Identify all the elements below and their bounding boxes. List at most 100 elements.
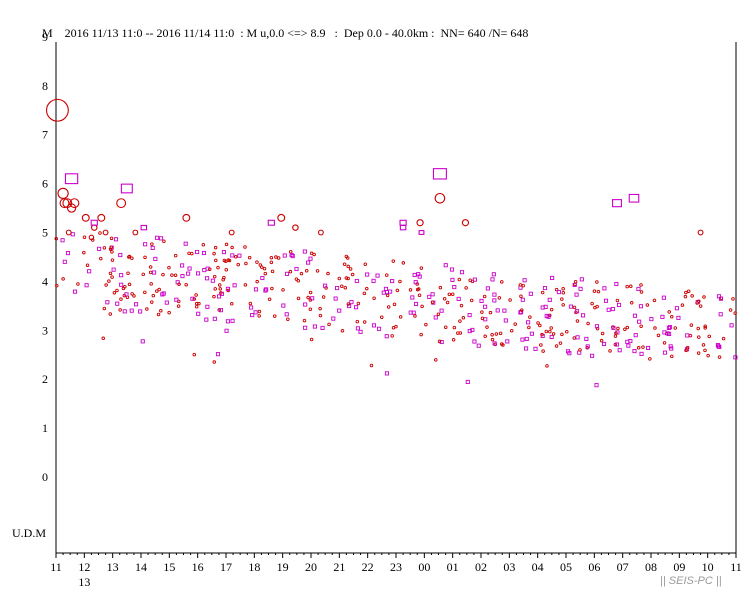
event-point-small [639, 324, 643, 328]
event-point-small [595, 304, 599, 309]
x-tick-label: 01 [447, 560, 459, 574]
event-point-small [331, 316, 336, 321]
event-point-small [706, 353, 710, 358]
event-point-small [384, 290, 389, 295]
event-point-small [628, 338, 633, 344]
event-point-small [173, 273, 178, 277]
event-point-small [579, 277, 584, 282]
event-point-small [703, 326, 707, 330]
event-point-small [667, 325, 673, 330]
event-point-small [60, 238, 65, 243]
event-point-small [456, 331, 460, 335]
event-point-small [556, 289, 561, 295]
event-point-small [386, 305, 391, 309]
event-point-small [358, 329, 363, 334]
event-point-small [194, 293, 198, 297]
event-point-small [602, 286, 607, 291]
event-point-small [614, 281, 619, 287]
event-point-small [574, 309, 580, 314]
y-tick-label: 8 [42, 79, 48, 93]
event-point-small [110, 275, 114, 279]
scatter-points-small [54, 231, 738, 388]
event-point-small [376, 326, 382, 331]
event-point-small [408, 288, 413, 292]
event-point-small [340, 328, 345, 333]
event-point-small [234, 255, 238, 259]
event-point-small [98, 231, 102, 235]
event-point-small [249, 305, 254, 310]
event-point-small [130, 256, 134, 260]
event-point-small [485, 286, 490, 291]
event-point-small [594, 324, 600, 329]
event-point-small [143, 255, 147, 260]
event-point-small [469, 298, 474, 303]
event-point-small [333, 296, 338, 301]
event-point-small [662, 350, 668, 355]
event-point-small [581, 313, 586, 318]
event-point-small [685, 333, 690, 338]
event-point-small [159, 236, 164, 241]
event-point-small [505, 339, 510, 344]
event-point-small [721, 336, 726, 341]
event-point-small [167, 310, 171, 315]
event-point-small [201, 243, 206, 247]
event-point-small [549, 326, 553, 330]
event-point-large [228, 229, 235, 236]
x-tick-label: 03 [503, 560, 515, 574]
event-point-small [729, 323, 734, 328]
x-tick-label: 18 [248, 560, 260, 574]
event-point-small [132, 294, 136, 298]
event-point-small [470, 327, 475, 332]
event-point-small [584, 336, 589, 341]
event-point-small [379, 315, 384, 320]
event-point-small [224, 242, 229, 247]
event-point-small [590, 301, 594, 306]
event-point-small [115, 288, 119, 293]
event-point-small [344, 276, 349, 280]
event-point-small [61, 277, 65, 281]
event-point-small [701, 343, 706, 347]
event-point-small [508, 298, 512, 302]
event-point-small [284, 312, 289, 317]
event-point-small [187, 251, 191, 256]
event-point-small [150, 242, 154, 246]
event-point-small [662, 330, 667, 335]
event-point-small [492, 298, 497, 303]
x-tick-label: 12 [78, 560, 90, 574]
event-point-small [497, 296, 502, 300]
event-point-small [513, 322, 517, 326]
event-point-small [110, 250, 114, 254]
event-point-small [424, 322, 428, 327]
x-tick-label: 19 [277, 560, 289, 574]
event-point-large [88, 234, 95, 241]
event-point-small [195, 249, 200, 255]
event-point-small [97, 246, 102, 251]
event-point-small [639, 290, 644, 294]
event-point-small [225, 286, 230, 291]
event-point-small [595, 280, 599, 284]
event-point-small [519, 294, 523, 299]
event-point-small [153, 256, 158, 261]
event-point-small [459, 270, 465, 275]
event-point-small [212, 251, 216, 256]
event-point-small [82, 250, 86, 255]
event-point-small [550, 275, 555, 280]
x-tick-label: 00 [418, 560, 430, 574]
event-point-small [392, 302, 397, 307]
event-point-small [214, 258, 218, 263]
event-point-small [509, 328, 514, 333]
event-point-small [656, 333, 661, 338]
event-point-small [540, 305, 545, 310]
event-point-small [616, 326, 620, 331]
event-point-small [668, 344, 673, 349]
event-point-small [592, 289, 597, 293]
event-point-small [443, 325, 448, 329]
event-point-small [613, 334, 618, 338]
event-point-small [590, 353, 595, 358]
event-point-large [69, 198, 80, 209]
event-point-small [119, 282, 124, 287]
event-point-small [255, 260, 259, 264]
event-point-small [544, 329, 549, 334]
event-point-small [115, 301, 120, 306]
